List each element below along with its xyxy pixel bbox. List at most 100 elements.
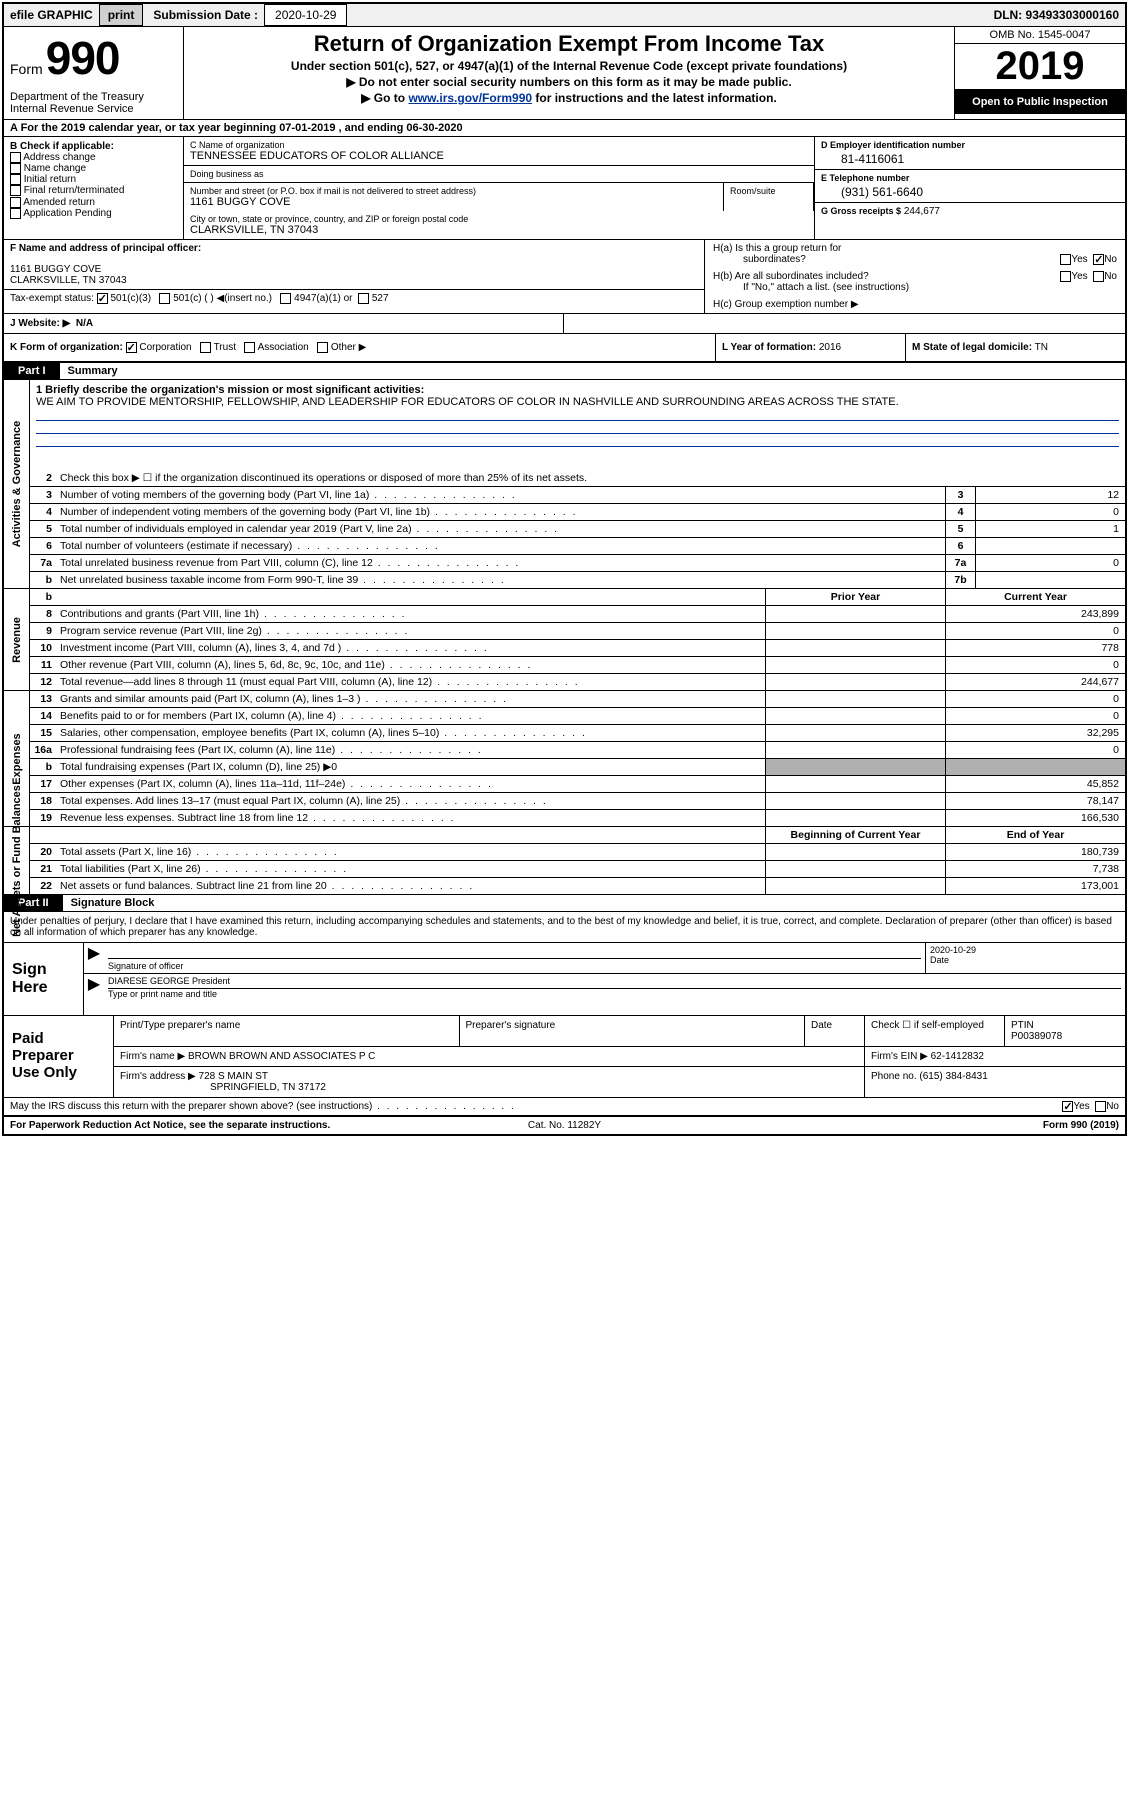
department-label: Department of the Treasury Internal Reve…: [10, 85, 177, 115]
discuss-no-checkbox[interactable]: [1095, 1101, 1106, 1112]
m-label: M State of legal domicile:: [912, 342, 1032, 353]
k-corp-label: Corporation: [139, 342, 191, 353]
governance-tab-label: Activities & Governance: [11, 421, 23, 548]
signature-row: ▶ Signature of officer 2020-10-29Date: [84, 943, 1125, 974]
city-row: City or town, state or province, country…: [184, 211, 814, 239]
b-opt-final[interactable]: Final return/terminated: [10, 185, 177, 196]
city-value: CLARKSVILLE, TN 37043: [190, 224, 808, 236]
tax-year: 2019: [955, 44, 1125, 90]
b-opt-address[interactable]: Address change: [10, 152, 177, 163]
mission-label: 1 Briefly describe the organization's mi…: [36, 384, 1119, 396]
form-subtitle-1: Under section 501(c), 527, or 4947(a)(1)…: [190, 59, 948, 73]
tax-4947-checkbox[interactable]: [280, 293, 291, 304]
hb-yes-checkbox[interactable]: [1060, 271, 1071, 282]
form-header: Form 990 Department of the Treasury Inte…: [4, 27, 1125, 120]
goto-pre: ▶ Go to: [361, 91, 408, 105]
gross-value: 244,677: [904, 206, 940, 217]
section-h: H(a) Is this a group return for subordin…: [705, 240, 1125, 313]
section-f: F Name and address of principal officer:…: [4, 240, 705, 313]
tel-value: (931) 561-6640: [821, 183, 1119, 199]
tax-status-label: Tax-exempt status:: [10, 293, 94, 304]
b-opt-pending[interactable]: Application Pending: [10, 208, 177, 219]
form-number: 990: [46, 32, 120, 84]
b-opt-amended[interactable]: Amended return: [10, 197, 177, 208]
table-row: 18Total expenses. Add lines 13–17 (must …: [30, 793, 1125, 810]
begin-year-hdr: Beginning of Current Year: [765, 827, 945, 843]
ha-label: H(a) Is this a group return for: [713, 243, 841, 254]
prep-name-label: Print/Type preparer's name: [114, 1016, 460, 1046]
officer-name-value: DIARESE GEORGE President: [108, 976, 1121, 989]
table-row: 22Net assets or fund balances. Subtract …: [30, 878, 1125, 894]
revenue-section: Revenue b Prior Year Current Year 8Contr…: [4, 589, 1125, 691]
officer-row: F Name and address of principal officer:…: [4, 240, 704, 290]
discuss-yes-checkbox[interactable]: [1062, 1101, 1073, 1112]
form990-link[interactable]: www.irs.gov/Form990: [408, 91, 532, 105]
k-trust-checkbox[interactable]: [200, 342, 211, 353]
hc-label: H(c) Group exemption number ▶: [713, 299, 859, 310]
b-opt-final-label: Final return/terminated: [24, 186, 125, 197]
hb-row: H(b) Are all subordinates included? Yes …: [705, 268, 1125, 296]
firm-addr-row: Firm's address ▶ 728 S MAIN STSPRINGFIEL…: [114, 1067, 1125, 1097]
print-button[interactable]: print: [99, 4, 144, 26]
b-opt-name[interactable]: Name change: [10, 163, 177, 174]
ha-row: H(a) Is this a group return for subordin…: [705, 240, 1125, 268]
tax-501c3-checkbox[interactable]: [97, 293, 108, 304]
tax-527-checkbox[interactable]: [358, 293, 369, 304]
k-form-org: K Form of organization: Corporation Trus…: [4, 334, 715, 361]
website-value: N/A: [76, 318, 93, 329]
b-opt-name-label: Name change: [24, 163, 86, 174]
open-to-public: Open to Public Inspection: [955, 90, 1125, 114]
revenue-tab-label: Revenue: [11, 617, 23, 663]
addr-row: Number and street (or P.O. box if mail i…: [184, 183, 814, 211]
org-name-row: C Name of organization TENNESSEE EDUCATO…: [184, 137, 814, 166]
b-opt-initial[interactable]: Initial return: [10, 174, 177, 185]
table-row: 6Total number of volunteers (estimate if…: [30, 538, 1125, 555]
tel-label: E Telephone number: [821, 173, 1119, 183]
table-row: 13Grants and similar amounts paid (Part …: [30, 691, 1125, 708]
m-domicile: M State of legal domicile: TN: [905, 334, 1125, 361]
discuss-row: May the IRS discuss this return with the…: [4, 1098, 1125, 1117]
firm-phone-value: (615) 384-8431: [919, 1071, 987, 1082]
ein-row: D Employer identification number 81-4116…: [815, 137, 1125, 170]
form-id-cell: Form 990 Department of the Treasury Inte…: [4, 27, 184, 119]
form-990-page: efile GRAPHIC print Submission Date : 20…: [2, 2, 1127, 1136]
signature-arrow-icon: ▶: [84, 943, 104, 973]
table-row: 3Number of voting members of the governi…: [30, 487, 1125, 504]
fh-section: F Name and address of principal officer:…: [4, 240, 1125, 314]
table-row: bNet unrelated business taxable income f…: [30, 572, 1125, 588]
dba-label: Doing business as: [190, 169, 808, 179]
part2-header: Part II Signature Block: [4, 895, 1125, 912]
k-line: K Form of organization: Corporation Trus…: [4, 334, 1125, 363]
k-corp-checkbox[interactable]: [126, 342, 137, 353]
section-d: D Employer identification number 81-4116…: [815, 137, 1125, 239]
tax-501c-checkbox[interactable]: [159, 293, 170, 304]
ha-label2: subordinates?: [713, 254, 806, 265]
topbar: efile GRAPHIC print Submission Date : 20…: [4, 4, 1125, 27]
ptin-value: P00389078: [1011, 1031, 1062, 1042]
l-label: L Year of formation:: [722, 342, 816, 353]
netassets-header-row: Beginning of Current Year End of Year: [30, 827, 1125, 844]
b-header: B Check if applicable:: [10, 141, 177, 152]
tax-501c-label: 501(c) ( ) ◀(insert no.): [173, 293, 272, 304]
revenue-tab: Revenue: [4, 589, 30, 690]
ha-yes-checkbox[interactable]: [1060, 254, 1071, 265]
table-row: bTotal fundraising expenses (Part IX, co…: [30, 759, 1125, 776]
form-ref: Form 990 (2019): [749, 1120, 1119, 1131]
form-title: Return of Organization Exempt From Incom…: [190, 31, 948, 57]
discuss-text: May the IRS discuss this return with the…: [10, 1101, 1062, 1112]
hc-row: H(c) Group exemption number ▶: [705, 296, 1125, 313]
sign-here-label: Sign Here: [4, 943, 84, 1015]
submission-date-label: Submission Date :: [147, 5, 264, 25]
end-year-hdr: End of Year: [945, 827, 1125, 843]
firm-name-value: BROWN BROWN AND ASSOCIATES P C: [188, 1051, 375, 1062]
hb-no-checkbox[interactable]: [1093, 271, 1104, 282]
prior-year-hdr: Prior Year: [765, 589, 945, 605]
ha-no-checkbox[interactable]: [1093, 254, 1104, 265]
k-other-checkbox[interactable]: [317, 342, 328, 353]
name-row: ▶ DIARESE GEORGE PresidentType or print …: [84, 974, 1125, 1001]
mission-block: 1 Briefly describe the organization's mi…: [30, 380, 1125, 470]
ein-label: D Employer identification number: [821, 140, 1119, 150]
prep-selfemp[interactable]: Check ☐ if self-employed: [865, 1016, 1005, 1046]
k-assoc-checkbox[interactable]: [244, 342, 255, 353]
table-row: 21Total liabilities (Part X, line 26)7,7…: [30, 861, 1125, 878]
